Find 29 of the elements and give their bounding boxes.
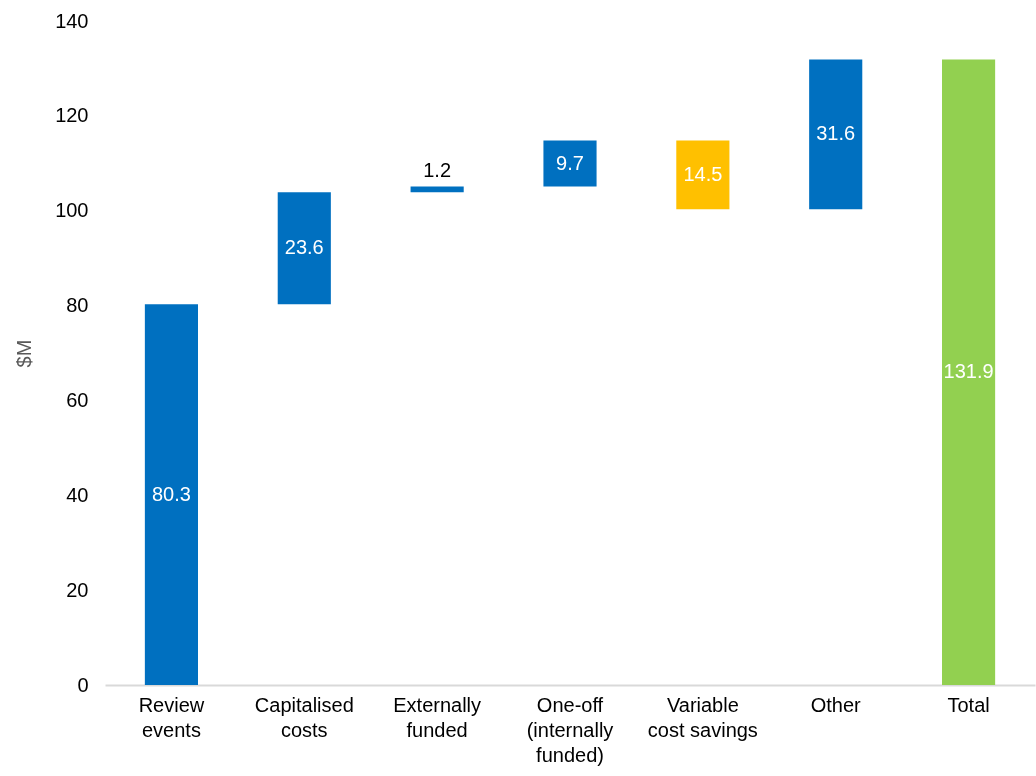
x-tick-label: Other xyxy=(810,693,862,716)
data-label: 1.2 xyxy=(423,158,452,181)
bar xyxy=(809,59,863,210)
y-tick-label: 100 xyxy=(55,199,89,222)
data-label: 9.7 xyxy=(556,151,584,174)
y-tick-label: 20 xyxy=(66,578,89,601)
y-axis-title: $M xyxy=(13,339,36,368)
bar xyxy=(543,140,597,187)
bar xyxy=(676,140,730,210)
y-tick-label: 80 xyxy=(66,294,89,317)
x-tick-label: Externally funded xyxy=(393,693,482,741)
data-label: 14.5 xyxy=(683,162,723,185)
data-label: 131.9 xyxy=(943,360,994,383)
y-tick-label: 120 xyxy=(55,104,89,127)
data-label: 31.6 xyxy=(816,122,856,145)
data-label: 23.6 xyxy=(284,236,324,259)
x-tick-label: One-off (internally funded) xyxy=(526,693,614,766)
y-tick-label: 60 xyxy=(66,388,89,411)
y-tick-label: 140 xyxy=(55,9,89,32)
y-tick-label: 40 xyxy=(66,483,89,506)
x-tick-label: Review events xyxy=(138,693,205,741)
bar xyxy=(277,192,331,305)
data-label: 80.3 xyxy=(151,482,191,505)
bar xyxy=(942,59,996,685)
x-tick-label: Variable cost savings xyxy=(647,693,758,741)
y-tick-label: 0 xyxy=(77,673,89,696)
x-tick-label: Total xyxy=(947,693,990,716)
x-tick-label: Capitalised costs xyxy=(254,693,354,741)
bar xyxy=(144,304,198,685)
